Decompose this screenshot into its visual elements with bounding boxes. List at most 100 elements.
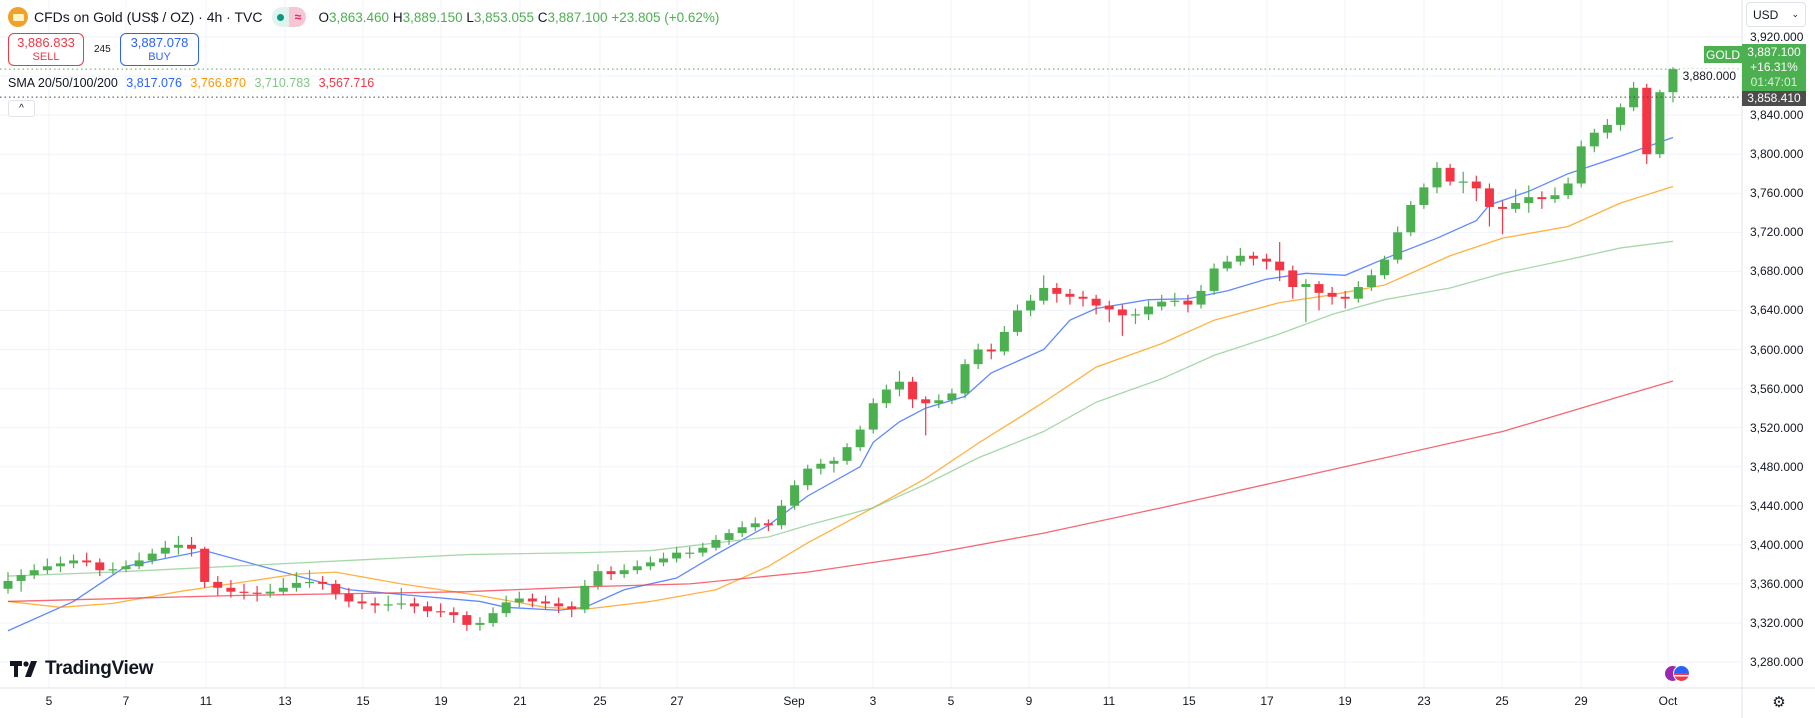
candle-body (1524, 197, 1534, 204)
candle-body (1170, 300, 1180, 302)
price-tick-label: 3,360.000 (1750, 576, 1804, 591)
candle-body (147, 553, 157, 561)
candle (357, 593, 367, 610)
time-tick-label: 17 (1260, 694, 1274, 708)
candle-body (1209, 268, 1219, 291)
candle (1498, 201, 1508, 235)
candle (187, 537, 197, 557)
candle (1012, 304, 1022, 336)
candle-body (370, 603, 380, 606)
candle-body (672, 552, 682, 559)
candle (1471, 175, 1481, 202)
candle (1642, 83, 1652, 164)
candle-body (1366, 275, 1376, 287)
candle-body (894, 381, 904, 390)
sell-button[interactable]: 3,886.833 SELL (8, 33, 84, 66)
candle-body (357, 601, 367, 604)
bar-countdown: 01:47:01 (1750, 75, 1798, 89)
sma-legend[interactable]: SMA 20/50/100/200 3,817.076 3,766.870 3,… (8, 76, 379, 90)
candle-body (606, 571, 616, 575)
candle (934, 394, 944, 409)
candle-body (160, 547, 170, 554)
price-tick-label: 3,320.000 (1750, 615, 1804, 630)
candle-body (475, 622, 485, 625)
candle-body (711, 539, 721, 548)
tradingview-logo[interactable]: TradingView (10, 658, 154, 680)
collapse-legend-button[interactable]: ^ (8, 100, 35, 117)
time-tick-label: Sep (783, 694, 805, 708)
candle (396, 587, 406, 610)
candle (737, 521, 747, 537)
candle (567, 601, 577, 618)
candle (1668, 67, 1678, 103)
candle (645, 556, 655, 571)
time-tick-label: 25 (1495, 694, 1509, 708)
candle-body (908, 381, 918, 400)
candle-body (331, 583, 341, 594)
us-flag-icon (1673, 665, 1690, 682)
time-tick-label: 25 (593, 694, 607, 708)
candle (1484, 183, 1494, 227)
time-tick-label: 5 (947, 694, 955, 708)
candle-body (881, 389, 891, 404)
candle (383, 595, 393, 612)
buy-button[interactable]: 3,887.078 BUY (120, 33, 199, 66)
time-tick-label: 3 (869, 694, 877, 708)
candle-body (1104, 305, 1114, 310)
candle (239, 583, 249, 600)
candle (134, 552, 144, 570)
candle (3, 572, 13, 594)
candle (1550, 187, 1560, 204)
candle-body (1668, 69, 1678, 93)
candle-body (1275, 261, 1285, 271)
status-pill[interactable]: ≈ (272, 7, 307, 27)
sma-line-sma200 (7, 380, 1674, 603)
price-tick-label: 3,840.000 (1750, 108, 1804, 123)
candle-body (1576, 146, 1586, 184)
candle-body (1498, 206, 1508, 209)
candle-body (423, 606, 433, 612)
candle-body (632, 566, 642, 571)
candle (1183, 294, 1193, 313)
candle-body (1589, 132, 1599, 147)
candle (1104, 300, 1114, 323)
last-price-label: 3,887.100 +16.31% 01:47:01 (1742, 44, 1806, 91)
candle (1288, 265, 1298, 299)
candle-body (868, 403, 878, 430)
candle (1157, 294, 1167, 311)
candle (829, 456, 839, 473)
time-tick-label: 11 (199, 694, 213, 708)
price-tick-label: 3,800.000 (1750, 147, 1804, 162)
candle (659, 552, 668, 567)
candle (554, 597, 564, 614)
time-tick-label: 29 (1574, 694, 1588, 708)
candle (252, 585, 262, 602)
currency-select[interactable]: USD ⌄ (1746, 2, 1806, 27)
candle-body (134, 560, 144, 567)
symbol-title[interactable]: CFDs on Gold (US$ / OZ) · 4h · TVC (34, 9, 263, 25)
candle-body (593, 571, 603, 586)
candle-body (645, 562, 655, 567)
candle (1209, 263, 1219, 295)
events-icon[interactable] (1664, 665, 1690, 682)
time-tick-label: 11 (1102, 694, 1116, 708)
candle-body (1511, 203, 1521, 209)
candle (1262, 253, 1272, 270)
candle (672, 546, 682, 563)
candle (527, 593, 537, 608)
candle (69, 554, 79, 569)
sma20-value: 3,817.076 (126, 76, 182, 90)
candle-body (69, 560, 79, 564)
time-tick-label: Oct (1658, 694, 1678, 708)
sma-line-sma50 (7, 185, 1674, 610)
candle-body (396, 603, 406, 605)
candle (619, 564, 629, 579)
candle-body (200, 548, 210, 582)
candle-body (291, 582, 301, 588)
gear-icon[interactable]: ⚙ (1772, 694, 1786, 711)
candle-body (947, 393, 957, 401)
candle (462, 611, 472, 631)
candle-body (108, 569, 118, 571)
symbol-tag: GOLD (1704, 46, 1742, 63)
